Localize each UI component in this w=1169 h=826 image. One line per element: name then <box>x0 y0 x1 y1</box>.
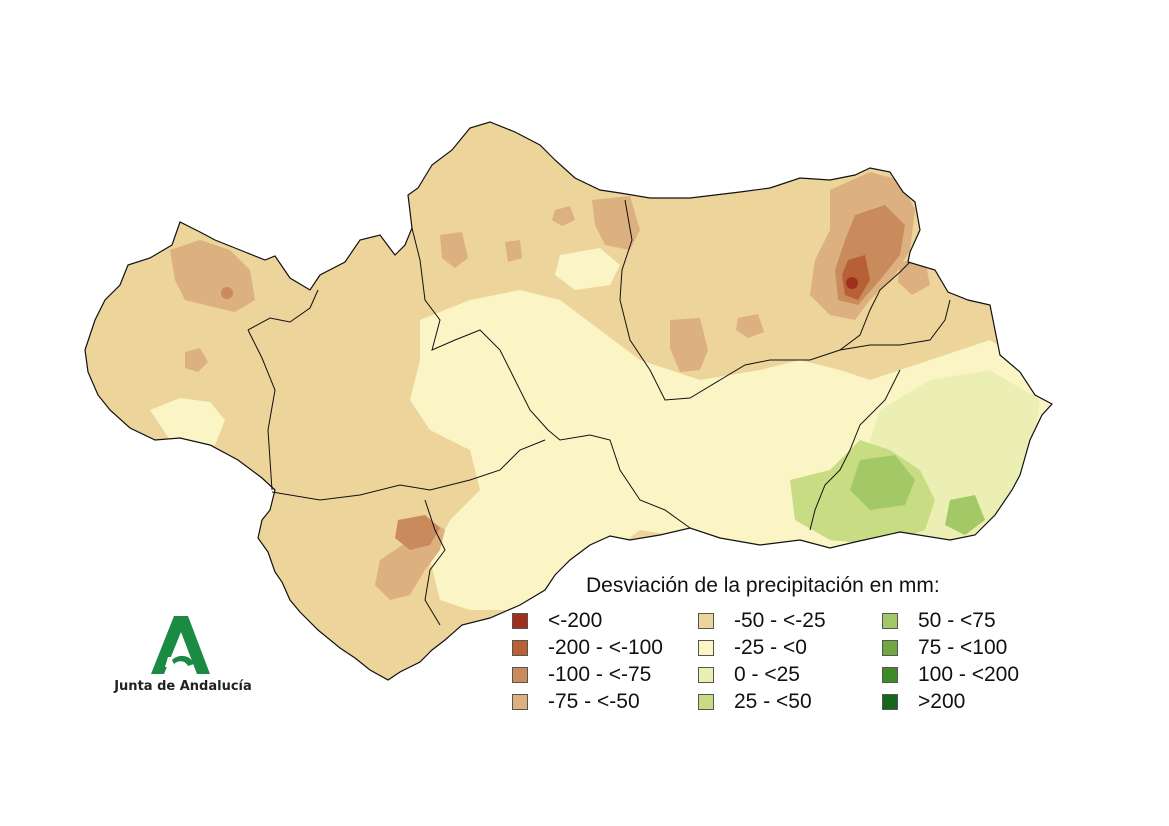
legend-label: -100 - <-75 <box>548 663 652 686</box>
legend-item: 0 - <25 <box>698 663 800 687</box>
legend-label: 0 - <25 <box>734 663 800 686</box>
legend-label: -200 - <-100 <box>548 636 663 659</box>
andalusia-outline <box>84 121 1053 681</box>
legend-item: 25 - <50 <box>698 690 812 714</box>
legend-item: 75 - <100 <box>882 636 1007 660</box>
legend-label: <-200 <box>548 609 603 632</box>
junta-de-andalucia-logo: Junta de Andalucía <box>108 612 268 702</box>
legend-swatch <box>698 613 714 629</box>
legend-item: -100 - <-75 <box>512 663 651 687</box>
legend-swatch <box>512 694 528 710</box>
legend-item: >200 <box>882 690 965 714</box>
legend-item: <-200 <box>512 609 602 633</box>
legend-swatch <box>882 667 898 683</box>
legend-item: 100 - <200 <box>882 663 1019 687</box>
logo-a-icon <box>151 616 210 674</box>
legend-item: -200 - <-100 <box>512 636 663 660</box>
legend-swatch <box>512 613 528 629</box>
legend-label: 75 - <100 <box>918 636 1008 659</box>
legend: Desviación de la precipitación en mm: <-… <box>512 572 1072 722</box>
legend-label: 25 - <50 <box>734 690 812 713</box>
legend-label: -75 - <-50 <box>548 690 640 713</box>
legend-label: -50 - <-25 <box>734 609 826 632</box>
legend-label: >200 <box>918 690 966 713</box>
legend-swatch <box>882 613 898 629</box>
province-boundaries <box>247 199 951 626</box>
legend-swatch <box>698 694 714 710</box>
legend-item: -25 - <0 <box>698 636 807 660</box>
legend-swatch <box>698 667 714 683</box>
legend-label: 50 - <75 <box>918 609 996 632</box>
legend-swatch <box>512 667 528 683</box>
legend-item: 50 - <75 <box>882 609 996 633</box>
legend-swatch <box>512 640 528 656</box>
logo-text: Junta de Andalucía <box>114 679 252 694</box>
legend-label: -25 - <0 <box>734 636 807 659</box>
legend-label: 100 - <200 <box>918 663 1020 686</box>
legend-title: Desviación de la precipitación en mm: <box>586 574 940 597</box>
legend-swatch <box>882 640 898 656</box>
legend-item: -75 - <-50 <box>512 690 640 714</box>
legend-swatch <box>882 694 898 710</box>
legend-swatch <box>698 640 714 656</box>
legend-item: -50 - <-25 <box>698 609 826 633</box>
